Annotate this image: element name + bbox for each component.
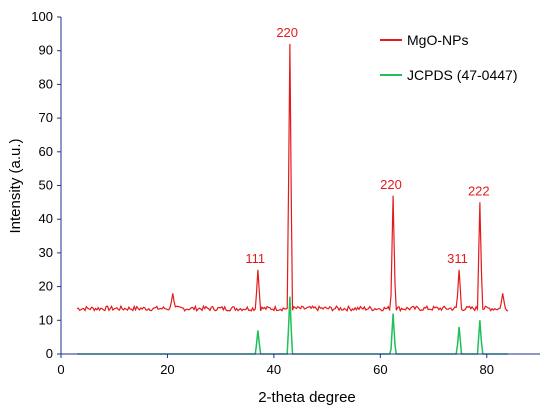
- y-tick-label: 80: [39, 76, 53, 91]
- x-axis-label: 2-theta degree: [258, 389, 356, 406]
- x-tick-label: 20: [160, 362, 174, 377]
- y-tick-label: 10: [39, 312, 53, 327]
- y-tick-label: 0: [46, 346, 53, 361]
- legend-label-jcpds: JCPDS (47-0447): [407, 67, 518, 83]
- legend: MgO-NPs JCPDS (47-0447): [380, 32, 518, 83]
- y-tick-label: 70: [39, 110, 53, 125]
- peak-label: 220: [276, 25, 298, 40]
- y-tick-label: 40: [39, 211, 53, 226]
- x-tick-label: 40: [267, 362, 281, 377]
- x-tick-label: 60: [373, 362, 387, 377]
- y-tick-label: 30: [39, 245, 53, 260]
- series-line-mgo: [76, 43, 509, 313]
- y-tick-label: 90: [39, 43, 53, 58]
- y-axis-label: Intensity (a.u.): [7, 138, 24, 233]
- y-tick-label: 50: [39, 178, 53, 193]
- x-tick-label: 0: [57, 362, 64, 377]
- y-tick-label: 60: [39, 144, 53, 159]
- peak-label: 111: [245, 251, 265, 266]
- y-tick-label: 20: [39, 279, 53, 294]
- y-tick-label: 100: [31, 9, 53, 24]
- peak-label: 222: [468, 184, 490, 199]
- peak-label: 311: [447, 251, 468, 266]
- legend-label-mgo: MgO-NPs: [407, 32, 468, 48]
- peak-label: 220: [380, 177, 402, 192]
- x-tick-label: 80: [480, 362, 494, 377]
- axes: 0 10 20 30 40 50 60 70 80 90 100 0 20 40 60 80: [31, 9, 540, 377]
